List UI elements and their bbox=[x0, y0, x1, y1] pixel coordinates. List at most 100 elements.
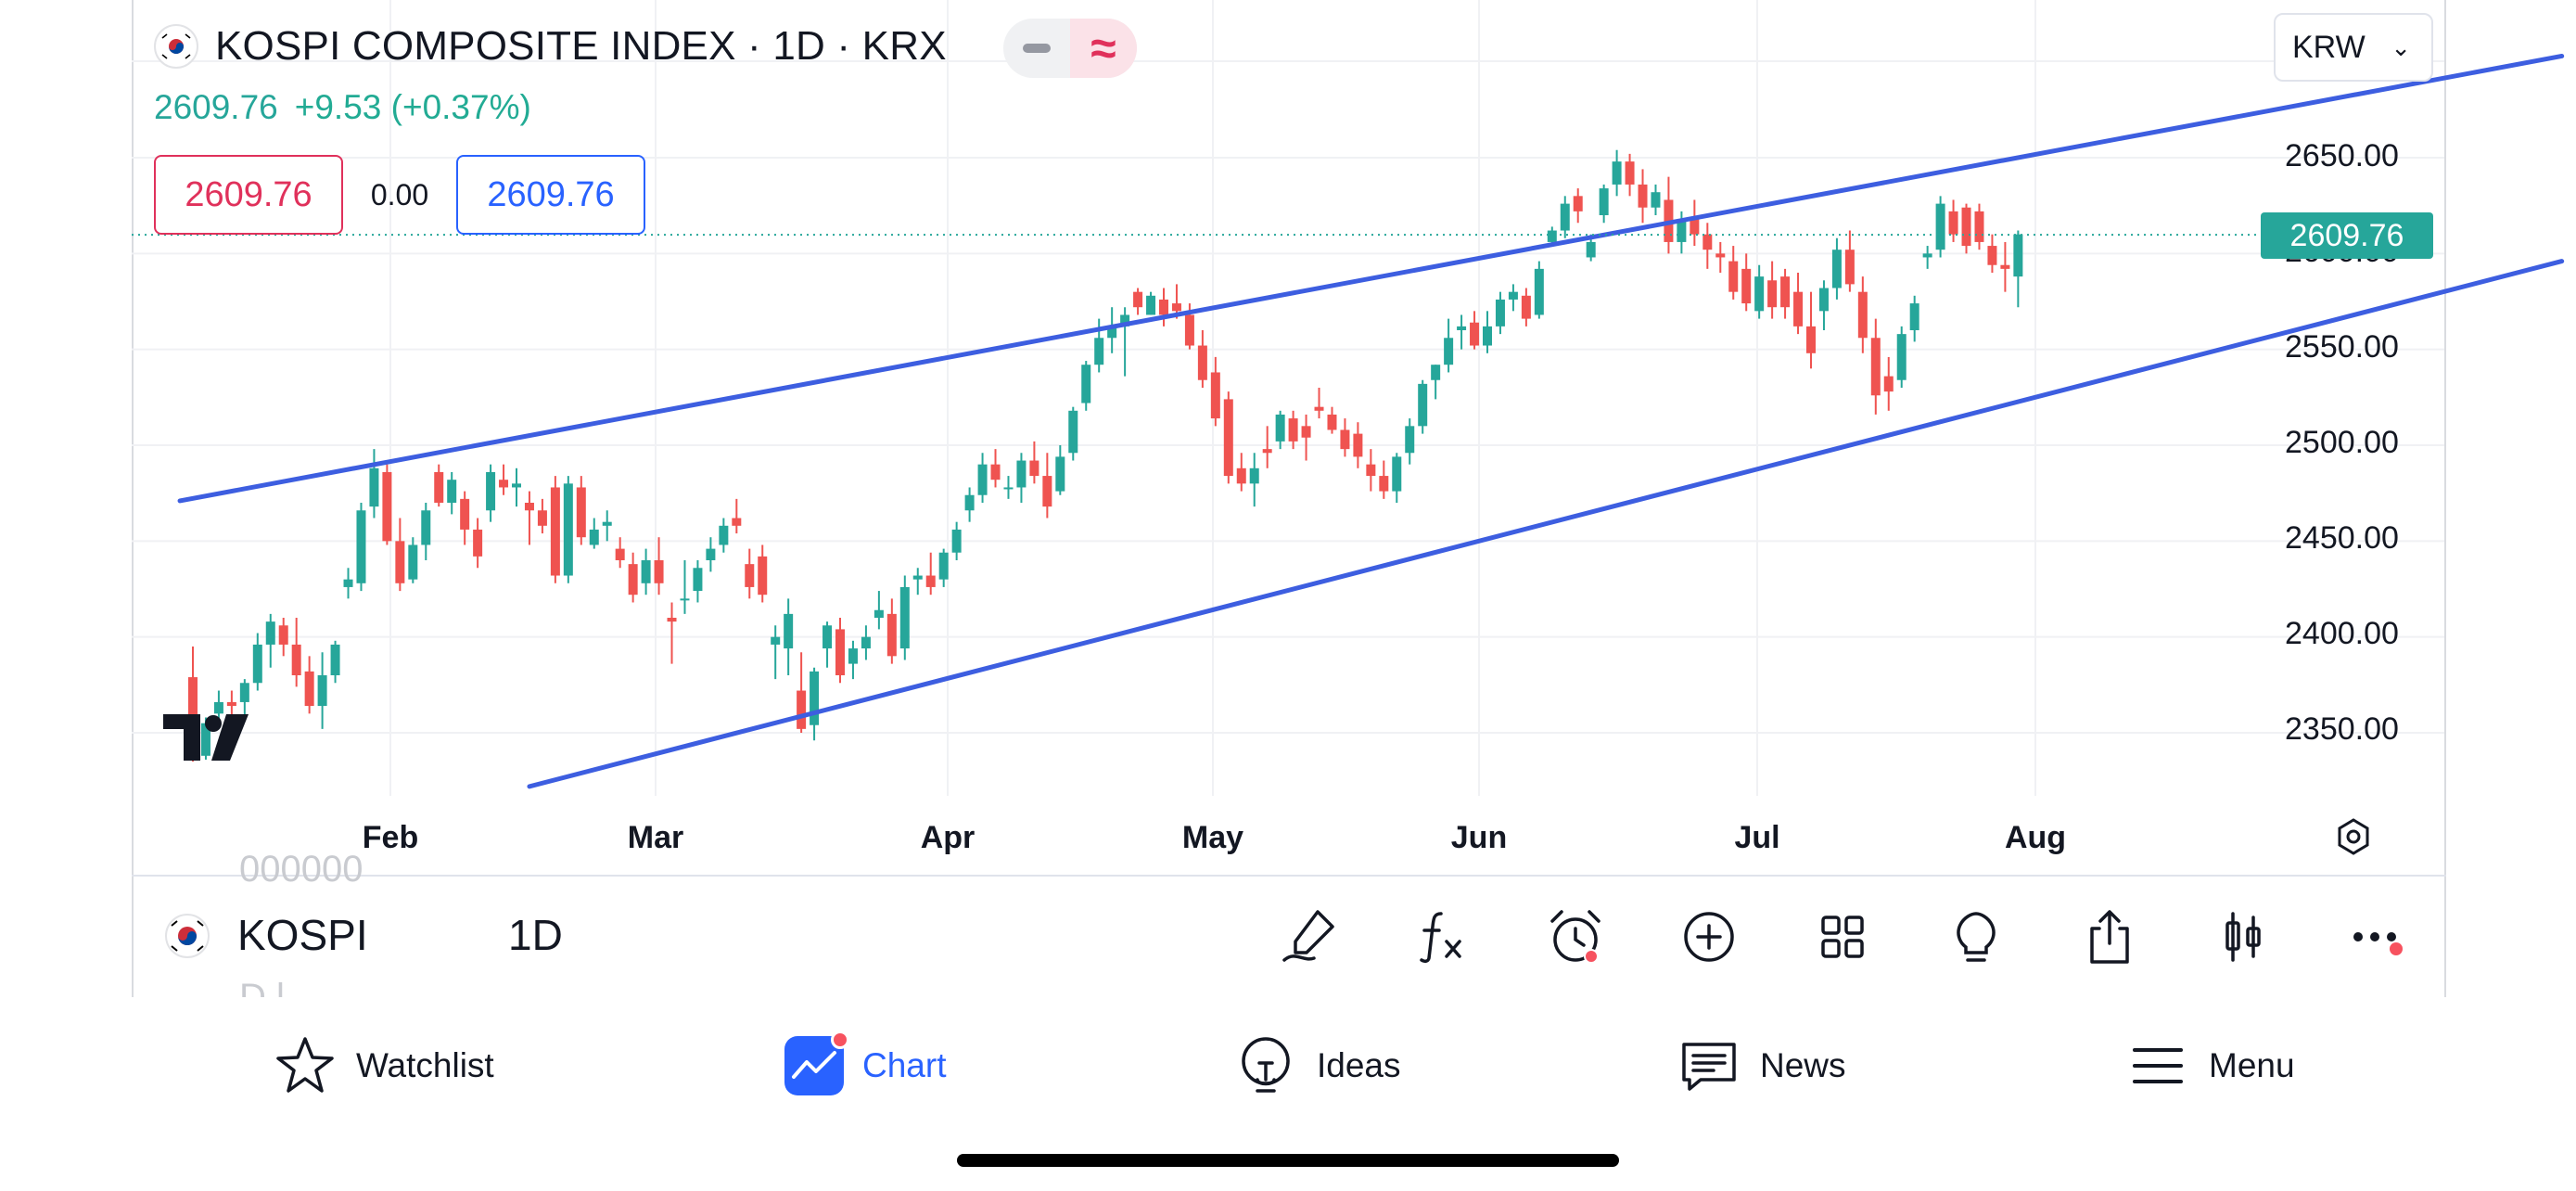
draw-icon[interactable] bbox=[1277, 904, 1342, 969]
candle-down bbox=[1521, 288, 1531, 327]
legend-toggle[interactable]: ≈ bbox=[1003, 19, 1137, 78]
y-tick-label: 2350.00 bbox=[2285, 711, 2399, 747]
candle-up bbox=[1560, 196, 1570, 238]
candle-down bbox=[1961, 203, 1971, 254]
candle-down bbox=[550, 476, 560, 583]
candle-down bbox=[1159, 288, 1168, 327]
x-tick-label: Feb bbox=[362, 820, 419, 855]
home-indicator bbox=[957, 1154, 1619, 1167]
buy-button[interactable]: 2609.76 bbox=[456, 155, 645, 235]
candle-up bbox=[1120, 307, 1130, 377]
candle-up bbox=[951, 521, 962, 560]
nav-watchlist[interactable]: Watchlist bbox=[273, 1029, 494, 1103]
candle-down bbox=[654, 537, 664, 596]
currency-value: KRW bbox=[2292, 29, 2366, 65]
more-icon[interactable] bbox=[2344, 904, 2409, 969]
trendline-upper bbox=[177, 53, 2565, 504]
candle-up bbox=[343, 568, 353, 599]
candle-up bbox=[1909, 295, 1919, 342]
candle-up bbox=[1495, 291, 1505, 335]
korea-flag-icon bbox=[154, 24, 198, 69]
candle-up bbox=[964, 487, 975, 522]
candle-up bbox=[1534, 261, 1544, 319]
candle-up bbox=[861, 625, 871, 660]
candle-up bbox=[356, 503, 366, 592]
candle-down bbox=[758, 544, 768, 603]
x-tick-label: Mar bbox=[627, 820, 684, 855]
interval-button[interactable]: 1D bbox=[508, 911, 563, 959]
price-summary: 2609.76 +9.53 (+0.37%) bbox=[154, 88, 531, 127]
chevron-down-icon: ⌄ bbox=[2391, 32, 2411, 61]
candle-up bbox=[1081, 361, 1091, 411]
indicators-icon[interactable] bbox=[1409, 904, 1474, 969]
chart-right-border bbox=[2444, 0, 2446, 997]
candle-up bbox=[784, 598, 794, 675]
symbol-button[interactable]: KOSPI bbox=[237, 911, 368, 959]
candle-down bbox=[226, 690, 236, 718]
sell-button[interactable]: 2609.76 bbox=[154, 155, 343, 235]
candle-up bbox=[1418, 379, 1428, 434]
symbol-legend[interactable]: KOSPI COMPOSITE INDEX · 1D · KRX bbox=[154, 20, 947, 72]
candle-up bbox=[1003, 476, 1014, 499]
star-icon bbox=[276, 1037, 334, 1093]
candle-up bbox=[447, 471, 457, 515]
candle-up bbox=[1068, 406, 1078, 461]
last-price: 2609.76 bbox=[154, 88, 278, 126]
chart-divider bbox=[132, 875, 2446, 877]
trendline-lower bbox=[527, 259, 2565, 789]
order-panel: 2609.76 0.00 2609.76 bbox=[154, 155, 645, 235]
chart-type-icon[interactable] bbox=[2211, 904, 2276, 969]
candle-down bbox=[1741, 253, 1752, 312]
news-icon bbox=[1682, 1043, 1736, 1091]
candle-down bbox=[473, 518, 483, 569]
candle-down bbox=[667, 602, 677, 664]
candle-up bbox=[1392, 453, 1402, 503]
y-tick-label: 2450.00 bbox=[2285, 520, 2399, 556]
add-icon[interactable] bbox=[1677, 904, 1741, 969]
currency-select[interactable]: KRW ⌄ bbox=[2274, 13, 2433, 82]
candle-down bbox=[460, 491, 470, 545]
candles bbox=[188, 149, 2023, 762]
settings-icon[interactable] bbox=[2333, 816, 2374, 857]
candle-down bbox=[382, 464, 392, 545]
indicator-wave-icon[interactable]: ≈ bbox=[1070, 19, 1137, 78]
chart-icon bbox=[784, 1031, 849, 1095]
candle-down bbox=[1987, 234, 1997, 273]
candle-up bbox=[1754, 264, 1765, 319]
nav-news[interactable]: News bbox=[1677, 1029, 1846, 1103]
candle-down bbox=[1573, 188, 1583, 224]
collapse-legend-icon[interactable] bbox=[1003, 19, 1070, 78]
candle-up bbox=[1831, 237, 1842, 300]
ideas-icon[interactable] bbox=[1944, 904, 2009, 969]
nav-news-label: News bbox=[1760, 1046, 1846, 1084]
candle-down bbox=[1948, 199, 1958, 242]
spread-value: 0.00 bbox=[370, 177, 429, 211]
price-chart[interactable] bbox=[0, 0, 2576, 877]
candle-up bbox=[512, 467, 521, 507]
candle-up bbox=[1818, 280, 1829, 330]
candle-up bbox=[810, 667, 820, 741]
candle-down bbox=[1690, 199, 1700, 247]
nav-menu[interactable]: Menu bbox=[2125, 1029, 2295, 1103]
candle-up bbox=[1444, 318, 1454, 373]
alert-icon[interactable] bbox=[1543, 904, 1608, 969]
y-tick-label: 2650.00 bbox=[2285, 138, 2399, 173]
candle-down bbox=[628, 552, 638, 603]
candle-up bbox=[1935, 196, 1945, 258]
candle-down bbox=[2000, 241, 2010, 292]
layout-icon[interactable] bbox=[1810, 904, 1875, 969]
candle-up bbox=[823, 621, 833, 668]
candle-up bbox=[1107, 307, 1117, 353]
candle-down bbox=[886, 598, 897, 664]
share-icon[interactable] bbox=[2077, 904, 2142, 969]
candle-up bbox=[899, 575, 910, 660]
nav-chart[interactable]: Chart bbox=[784, 1029, 946, 1103]
candle-down bbox=[1379, 460, 1389, 499]
candle-up bbox=[1612, 149, 1622, 197]
candle-up bbox=[421, 503, 431, 560]
nav-ideas[interactable]: Ideas bbox=[1233, 1029, 1401, 1103]
trendlines[interactable] bbox=[177, 53, 2565, 789]
candle-up bbox=[1457, 314, 1467, 350]
candle-up bbox=[1508, 284, 1518, 312]
nav-ideas-label: Ideas bbox=[1317, 1046, 1401, 1084]
